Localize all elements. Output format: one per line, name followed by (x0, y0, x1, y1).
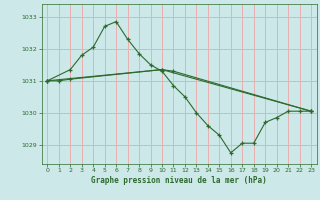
X-axis label: Graphe pression niveau de la mer (hPa): Graphe pression niveau de la mer (hPa) (91, 176, 267, 185)
